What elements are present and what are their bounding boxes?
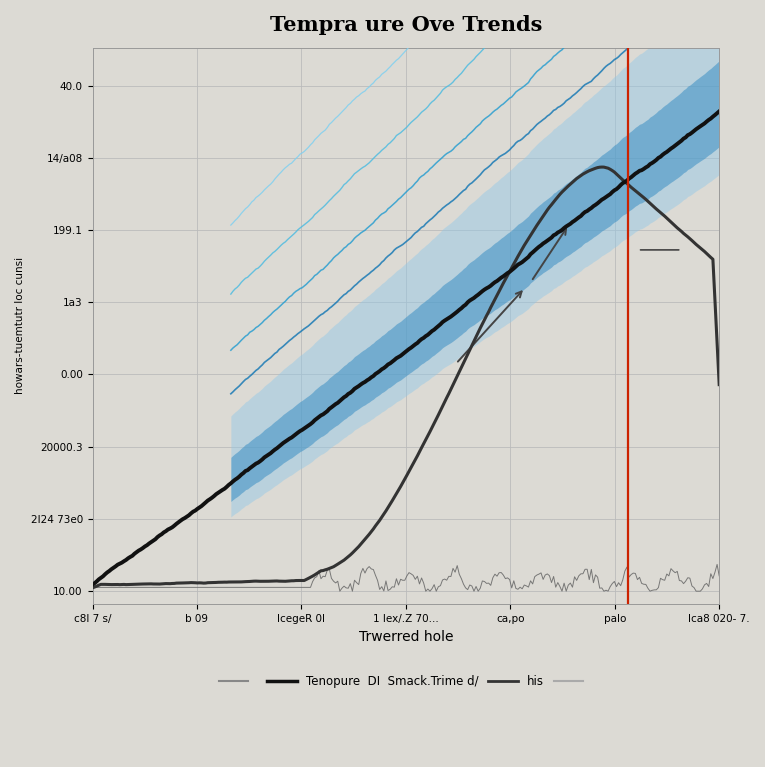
Title: Tempra ure Ove Trends: Tempra ure Ove Trends [270,15,542,35]
Y-axis label: howars-tuemtutr loc cunsi: howars-tuemtutr loc cunsi [15,257,25,394]
Legend: , Tenopure  DI  Smack.Trime d/, his, : , Tenopure DI Smack.Trime d/, his, [214,670,597,693]
X-axis label: Trwerred hole: Trwerred hole [359,630,453,644]
